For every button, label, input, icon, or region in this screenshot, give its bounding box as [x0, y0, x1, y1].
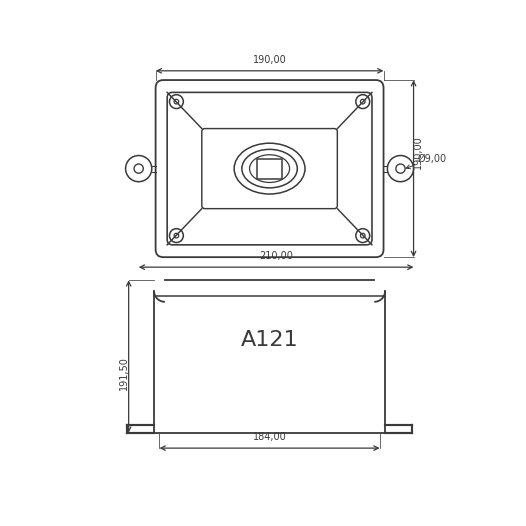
Text: 190,00: 190,00 — [252, 55, 287, 65]
Text: 190,00: 190,00 — [413, 135, 423, 169]
Text: Ø9,00: Ø9,00 — [406, 154, 447, 169]
Text: 184,00: 184,00 — [252, 432, 287, 442]
Bar — [257, 159, 282, 179]
Text: 210,00: 210,00 — [259, 251, 293, 261]
Text: A121: A121 — [241, 330, 298, 350]
Text: 191,50: 191,50 — [119, 357, 129, 390]
